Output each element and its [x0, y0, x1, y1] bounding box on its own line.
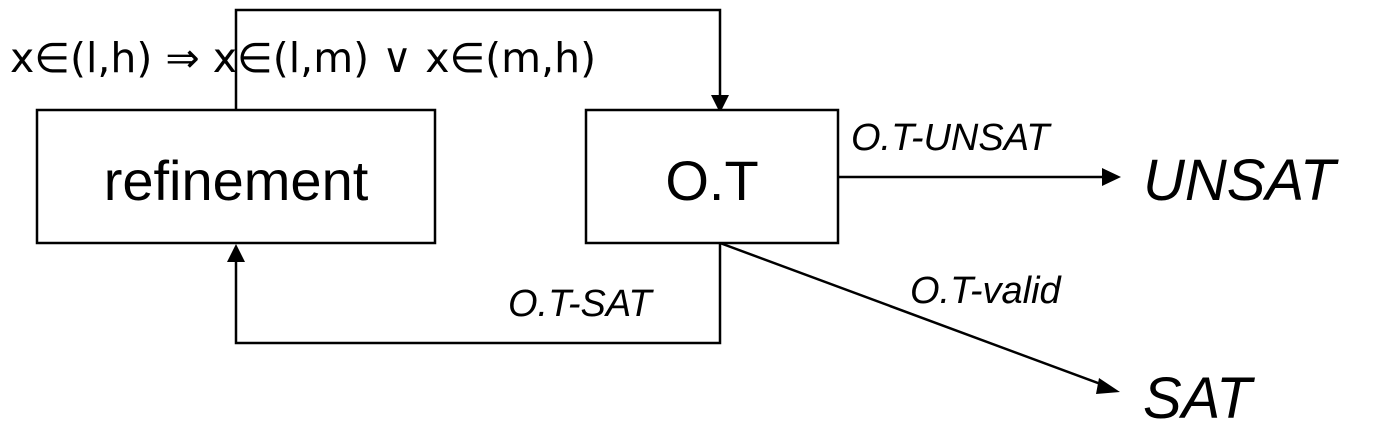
node-unsat-label: UNSAT: [1143, 148, 1339, 213]
node-refinement-label: refinement: [104, 149, 369, 212]
edge-refinement-to-ot-label: x∈(l,h) ⇒ x∈(l,m) ∨ x∈(m,h): [10, 34, 596, 82]
edge-ot-to-refinement-arrowhead: [227, 244, 245, 262]
edge-ot-to-refinement: [227, 243, 722, 345]
node-ot-label: O.T: [665, 149, 758, 212]
edge-refinement-to-ot-arrowhead: [711, 95, 729, 113]
edge-ot-to-refinement-label: O.T-SAT: [508, 283, 654, 325]
node-ot-box: [584, 108, 840, 245]
edge-ot-to-sat: [719, 241, 1120, 394]
edge-ot-to-sat-label: O.T-valid: [910, 270, 1063, 312]
edge-ot-to-unsat-label: O.T-UNSAT: [851, 117, 1052, 159]
edge-ot-to-unsat: [838, 168, 1121, 186]
node-refinement-box: [35, 108, 437, 245]
edge-ot-to-refinement-line: [234, 243, 722, 345]
edge-refinement-to-ot-line: [234, 8, 722, 110]
node-refinement: refinement: [35, 108, 437, 245]
node-ot: O.T: [584, 108, 840, 245]
edge-refinement-to-ot: [234, 8, 729, 113]
edge-ot-to-sat-line: [719, 241, 1107, 388]
node-sat-label: SAT: [1143, 366, 1255, 431]
edge-ot-to-unsat-arrowhead: [1102, 168, 1121, 186]
edge-ot-to-sat-arrowhead: [1096, 378, 1120, 394]
